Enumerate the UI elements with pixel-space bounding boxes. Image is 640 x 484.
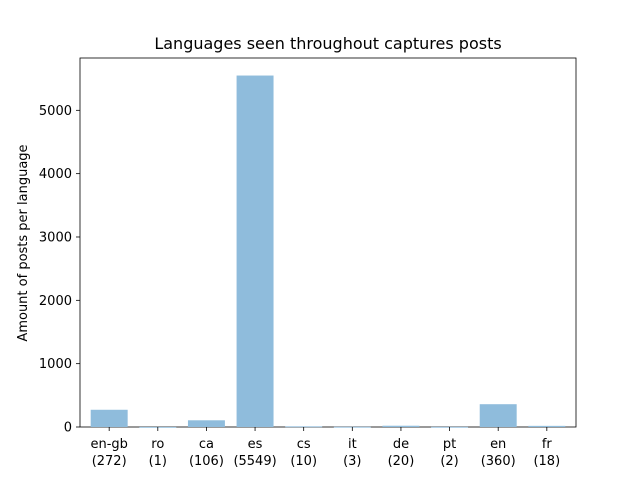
y-tick-label: 3000 [39, 230, 72, 245]
x-tick-count-fr: (18) [533, 454, 560, 469]
x-tick-label-fr: fr [542, 437, 553, 452]
plot-area [79, 57, 577, 428]
x-tick-count-en-gb: (272) [92, 454, 127, 469]
x-tick-label-de: de [393, 437, 409, 452]
x-tick-count-pt: (2) [440, 454, 458, 469]
x-tick-count-it: (3) [343, 454, 361, 469]
x-tick-label-en-gb: en-gb [90, 437, 127, 452]
x-tick-label-es: es [248, 437, 263, 452]
y-tick-label: 5000 [39, 104, 72, 119]
y-tick-label: 2000 [39, 294, 72, 309]
x-tick-label-cs: cs [297, 437, 311, 452]
y-axis-label: Amount of posts per language [16, 144, 31, 341]
bar-ca [187, 420, 225, 427]
x-tick-count-ca: (106) [189, 454, 224, 469]
plot-frame [79, 57, 577, 428]
y-tick-label: 0 [64, 421, 72, 436]
bar-fr [528, 425, 566, 427]
x-tick-count-cs: (10) [290, 454, 317, 469]
bar-cs [285, 426, 323, 428]
x-tick-count-en: (360) [481, 454, 516, 469]
x-tick-label-ro: ro [151, 437, 164, 452]
x-tick-label-pt: pt [443, 437, 456, 452]
x-tick-count-ro: (1) [149, 454, 167, 469]
x-tick-count-de: (20) [388, 454, 415, 469]
bars-group [90, 75, 566, 428]
x-tick-count-es: (5549) [233, 454, 276, 469]
x-tick-label-ca: ca [199, 437, 214, 452]
chart-title: Languages seen throughout captures posts [154, 34, 501, 53]
bar-es [236, 75, 274, 427]
x-tick-label-it: it [348, 437, 357, 452]
bar-en-gb [90, 409, 128, 427]
bar-en [479, 404, 517, 427]
x-tick-label-en: en [490, 437, 506, 452]
x-axis-ticks: en-gb (272) ro (1) ca (106) es (5549) cs (10) it (3… [90, 427, 560, 469]
y-tick-label: 1000 [39, 357, 72, 372]
bar-de [382, 425, 420, 427]
y-axis-ticks: 0 1000 2000 3000 4000 5000 [39, 104, 80, 436]
y-tick-label: 4000 [39, 167, 72, 182]
